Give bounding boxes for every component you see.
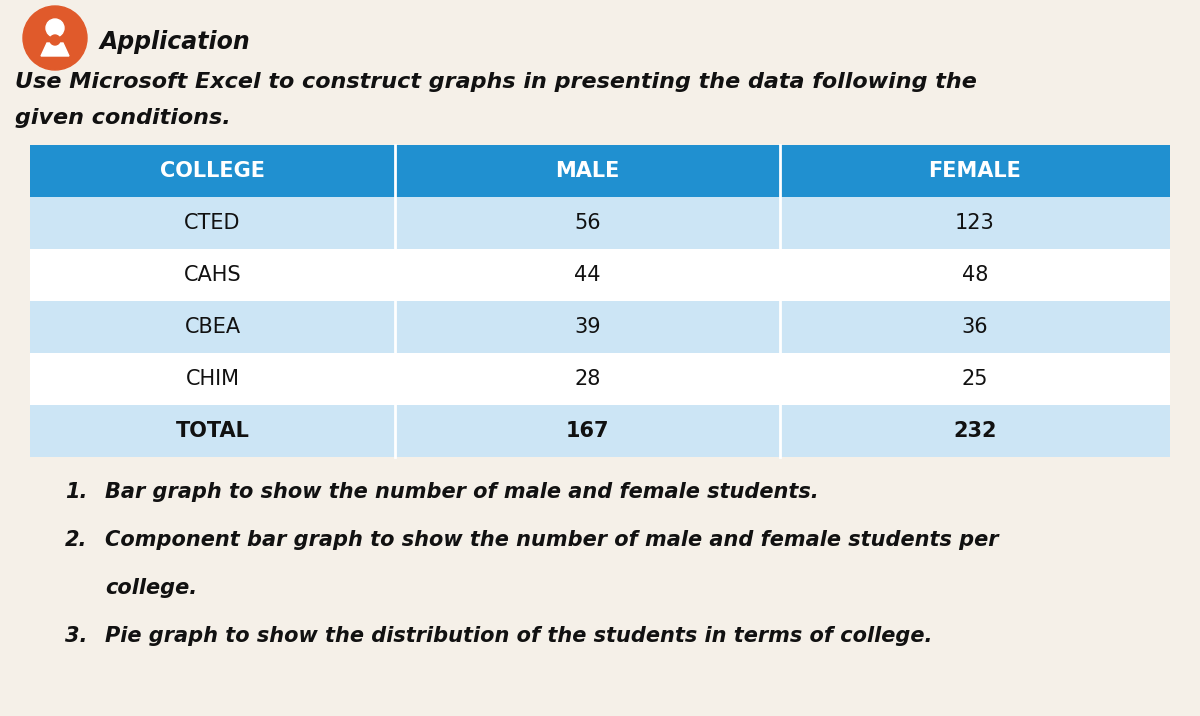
Text: FEMALE: FEMALE [929, 161, 1021, 181]
Text: CBEA: CBEA [185, 317, 240, 337]
Text: COLLEGE: COLLEGE [160, 161, 265, 181]
Circle shape [50, 35, 60, 45]
Text: CHIM: CHIM [186, 369, 240, 389]
Text: given conditions.: given conditions. [14, 108, 230, 128]
Bar [30, 145, 1170, 197]
Text: Application: Application [100, 30, 251, 54]
Text: 56: 56 [574, 213, 601, 233]
Bar [30, 301, 1170, 353]
Circle shape [46, 19, 64, 37]
Text: TOTAL: TOTAL [175, 421, 250, 441]
Bar [30, 353, 1170, 405]
Bar [30, 249, 1170, 301]
Circle shape [23, 6, 88, 70]
Text: 44: 44 [575, 265, 601, 285]
Text: Component bar graph to show the number of male and female students per: Component bar graph to show the number o… [106, 530, 998, 550]
Bar [30, 197, 1170, 249]
Text: Use Microsoft Excel to construct graphs in presenting the data following the: Use Microsoft Excel to construct graphs … [14, 72, 977, 92]
Text: Bar graph to show the number of male and female students.: Bar graph to show the number of male and… [106, 482, 818, 502]
Text: 28: 28 [575, 369, 601, 389]
Text: 232: 232 [953, 421, 997, 441]
Text: Pie graph to show the distribution of the students in terms of college.: Pie graph to show the distribution of th… [106, 626, 932, 646]
Text: 48: 48 [962, 265, 988, 285]
Text: CTED: CTED [185, 213, 241, 233]
Text: MALE: MALE [556, 161, 619, 181]
Bar [30, 405, 1170, 457]
Polygon shape [41, 43, 70, 56]
Text: 39: 39 [574, 317, 601, 337]
Text: 167: 167 [565, 421, 610, 441]
Text: CAHS: CAHS [184, 265, 241, 285]
Text: 3.: 3. [65, 626, 88, 646]
Text: 25: 25 [961, 369, 989, 389]
Text: 2.: 2. [65, 530, 88, 550]
Text: 36: 36 [961, 317, 989, 337]
Text: 1.: 1. [65, 482, 88, 502]
Text: college.: college. [106, 578, 197, 598]
Text: 123: 123 [955, 213, 995, 233]
